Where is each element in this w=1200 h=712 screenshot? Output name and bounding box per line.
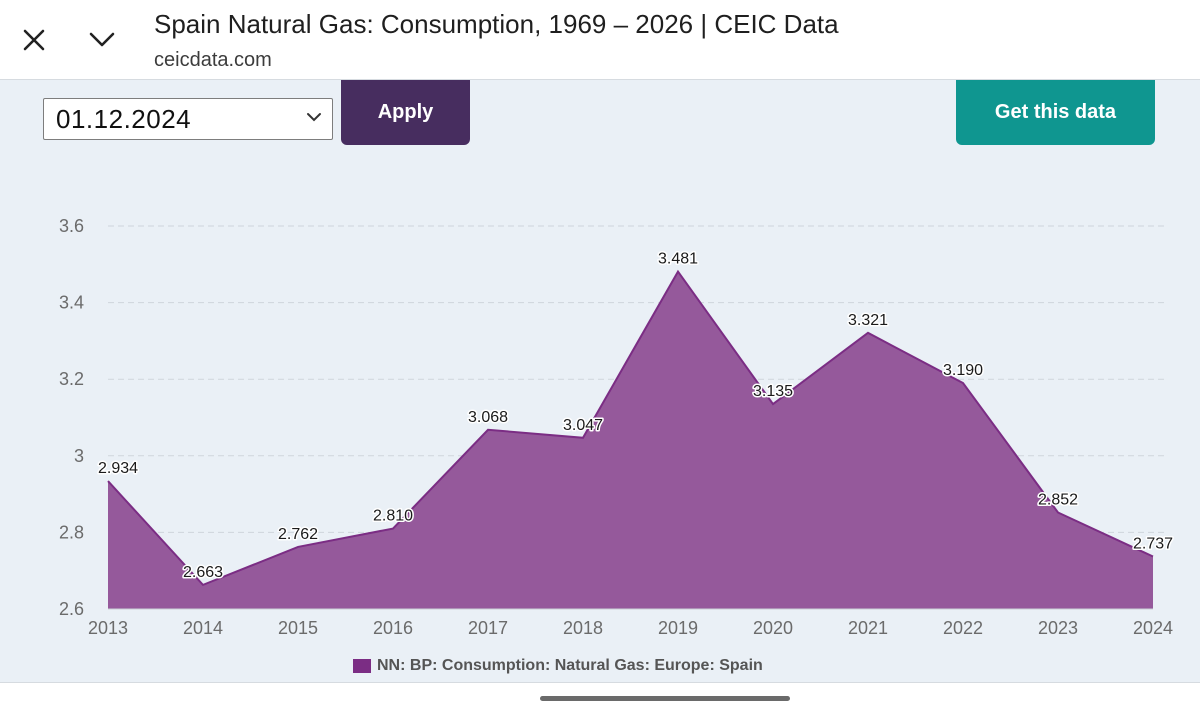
series-area bbox=[108, 271, 1153, 609]
date-select-value: 01.12.2024 bbox=[56, 103, 192, 134]
data-label: 2.810 bbox=[373, 508, 413, 525]
x-tick-label: 2020 bbox=[753, 618, 793, 638]
chart-series bbox=[107, 269, 1154, 610]
x-tick-label: 2021 bbox=[848, 618, 888, 638]
y-tick-label: 3 bbox=[74, 446, 84, 466]
home-indicator[interactable] bbox=[540, 696, 790, 701]
y-axis: 2.6 2.8 3 3.2 3.4 3.6 bbox=[59, 216, 84, 619]
x-axis: 2013 2014 2015 2016 2017 2018 2019 2020 2021 2022… bbox=[88, 618, 1173, 638]
data-label: 3.047 bbox=[563, 417, 603, 434]
chevron-down-icon bbox=[89, 32, 115, 47]
x-tick-label: 2014 bbox=[183, 618, 223, 638]
bottom-bar bbox=[0, 682, 1200, 712]
data-label: 3.068 bbox=[468, 409, 508, 426]
data-label: 2.852 bbox=[1038, 491, 1078, 508]
collapse-button[interactable] bbox=[78, 16, 126, 64]
legend-label: NN: BP: Consumption: Natural Gas: Europe… bbox=[377, 657, 763, 674]
x-tick-label: 2016 bbox=[373, 618, 413, 638]
data-label: 3.321 bbox=[848, 312, 888, 329]
top-bar: Spain Natural Gas: Consumption, 1969 – 2… bbox=[0, 0, 1200, 80]
area-chart: 2.6 2.8 3 3.2 3.4 3.6 2.934 2.663 2.762 2.810 3.0… bbox=[59, 216, 1175, 638]
y-tick-label: 3.4 bbox=[59, 293, 84, 313]
get-this-data-button[interactable]: Get this data bbox=[956, 80, 1155, 145]
chevron-down-icon bbox=[307, 113, 321, 122]
data-label: 2.737 bbox=[1133, 536, 1173, 553]
data-label: 3.190 bbox=[943, 362, 983, 379]
close-button[interactable] bbox=[10, 16, 58, 64]
y-tick-label: 2.8 bbox=[59, 522, 84, 542]
x-tick-label: 2022 bbox=[943, 618, 983, 638]
page-url: ceicdata.com bbox=[154, 49, 272, 71]
legend-swatch bbox=[353, 659, 371, 673]
data-label: 2.762 bbox=[278, 526, 318, 543]
x-tick-label: 2018 bbox=[563, 618, 603, 638]
page-title: Spain Natural Gas: Consumption, 1969 – 2… bbox=[154, 9, 839, 39]
x-tick-label: 2024 bbox=[1133, 618, 1173, 638]
y-tick-label: 2.6 bbox=[59, 599, 84, 619]
y-tick-label: 3.6 bbox=[59, 216, 84, 236]
x-tick-label: 2023 bbox=[1038, 618, 1078, 638]
series-line bbox=[107, 269, 1154, 587]
x-tick-label: 2015 bbox=[278, 618, 318, 638]
data-labels: 2.934 2.663 2.762 2.810 3.068 3.047 3.481 3.135… bbox=[96, 249, 1174, 582]
date-select[interactable]: 01.12.2024 bbox=[43, 98, 333, 140]
chart-legend[interactable]: NN: BP: Consumption: Natural Gas: Europe… bbox=[353, 657, 763, 675]
x-tick-label: 2019 bbox=[658, 618, 698, 638]
data-label: 2.663 bbox=[183, 564, 223, 581]
data-label: 3.135 bbox=[753, 383, 793, 400]
y-tick-label: 3.2 bbox=[59, 369, 84, 389]
data-label: 2.934 bbox=[98, 460, 138, 477]
data-label: 3.481 bbox=[658, 251, 698, 268]
close-icon bbox=[23, 29, 45, 51]
x-tick-label: 2017 bbox=[468, 618, 508, 638]
x-tick-label: 2013 bbox=[88, 618, 128, 638]
apply-button[interactable]: Apply bbox=[341, 80, 470, 145]
